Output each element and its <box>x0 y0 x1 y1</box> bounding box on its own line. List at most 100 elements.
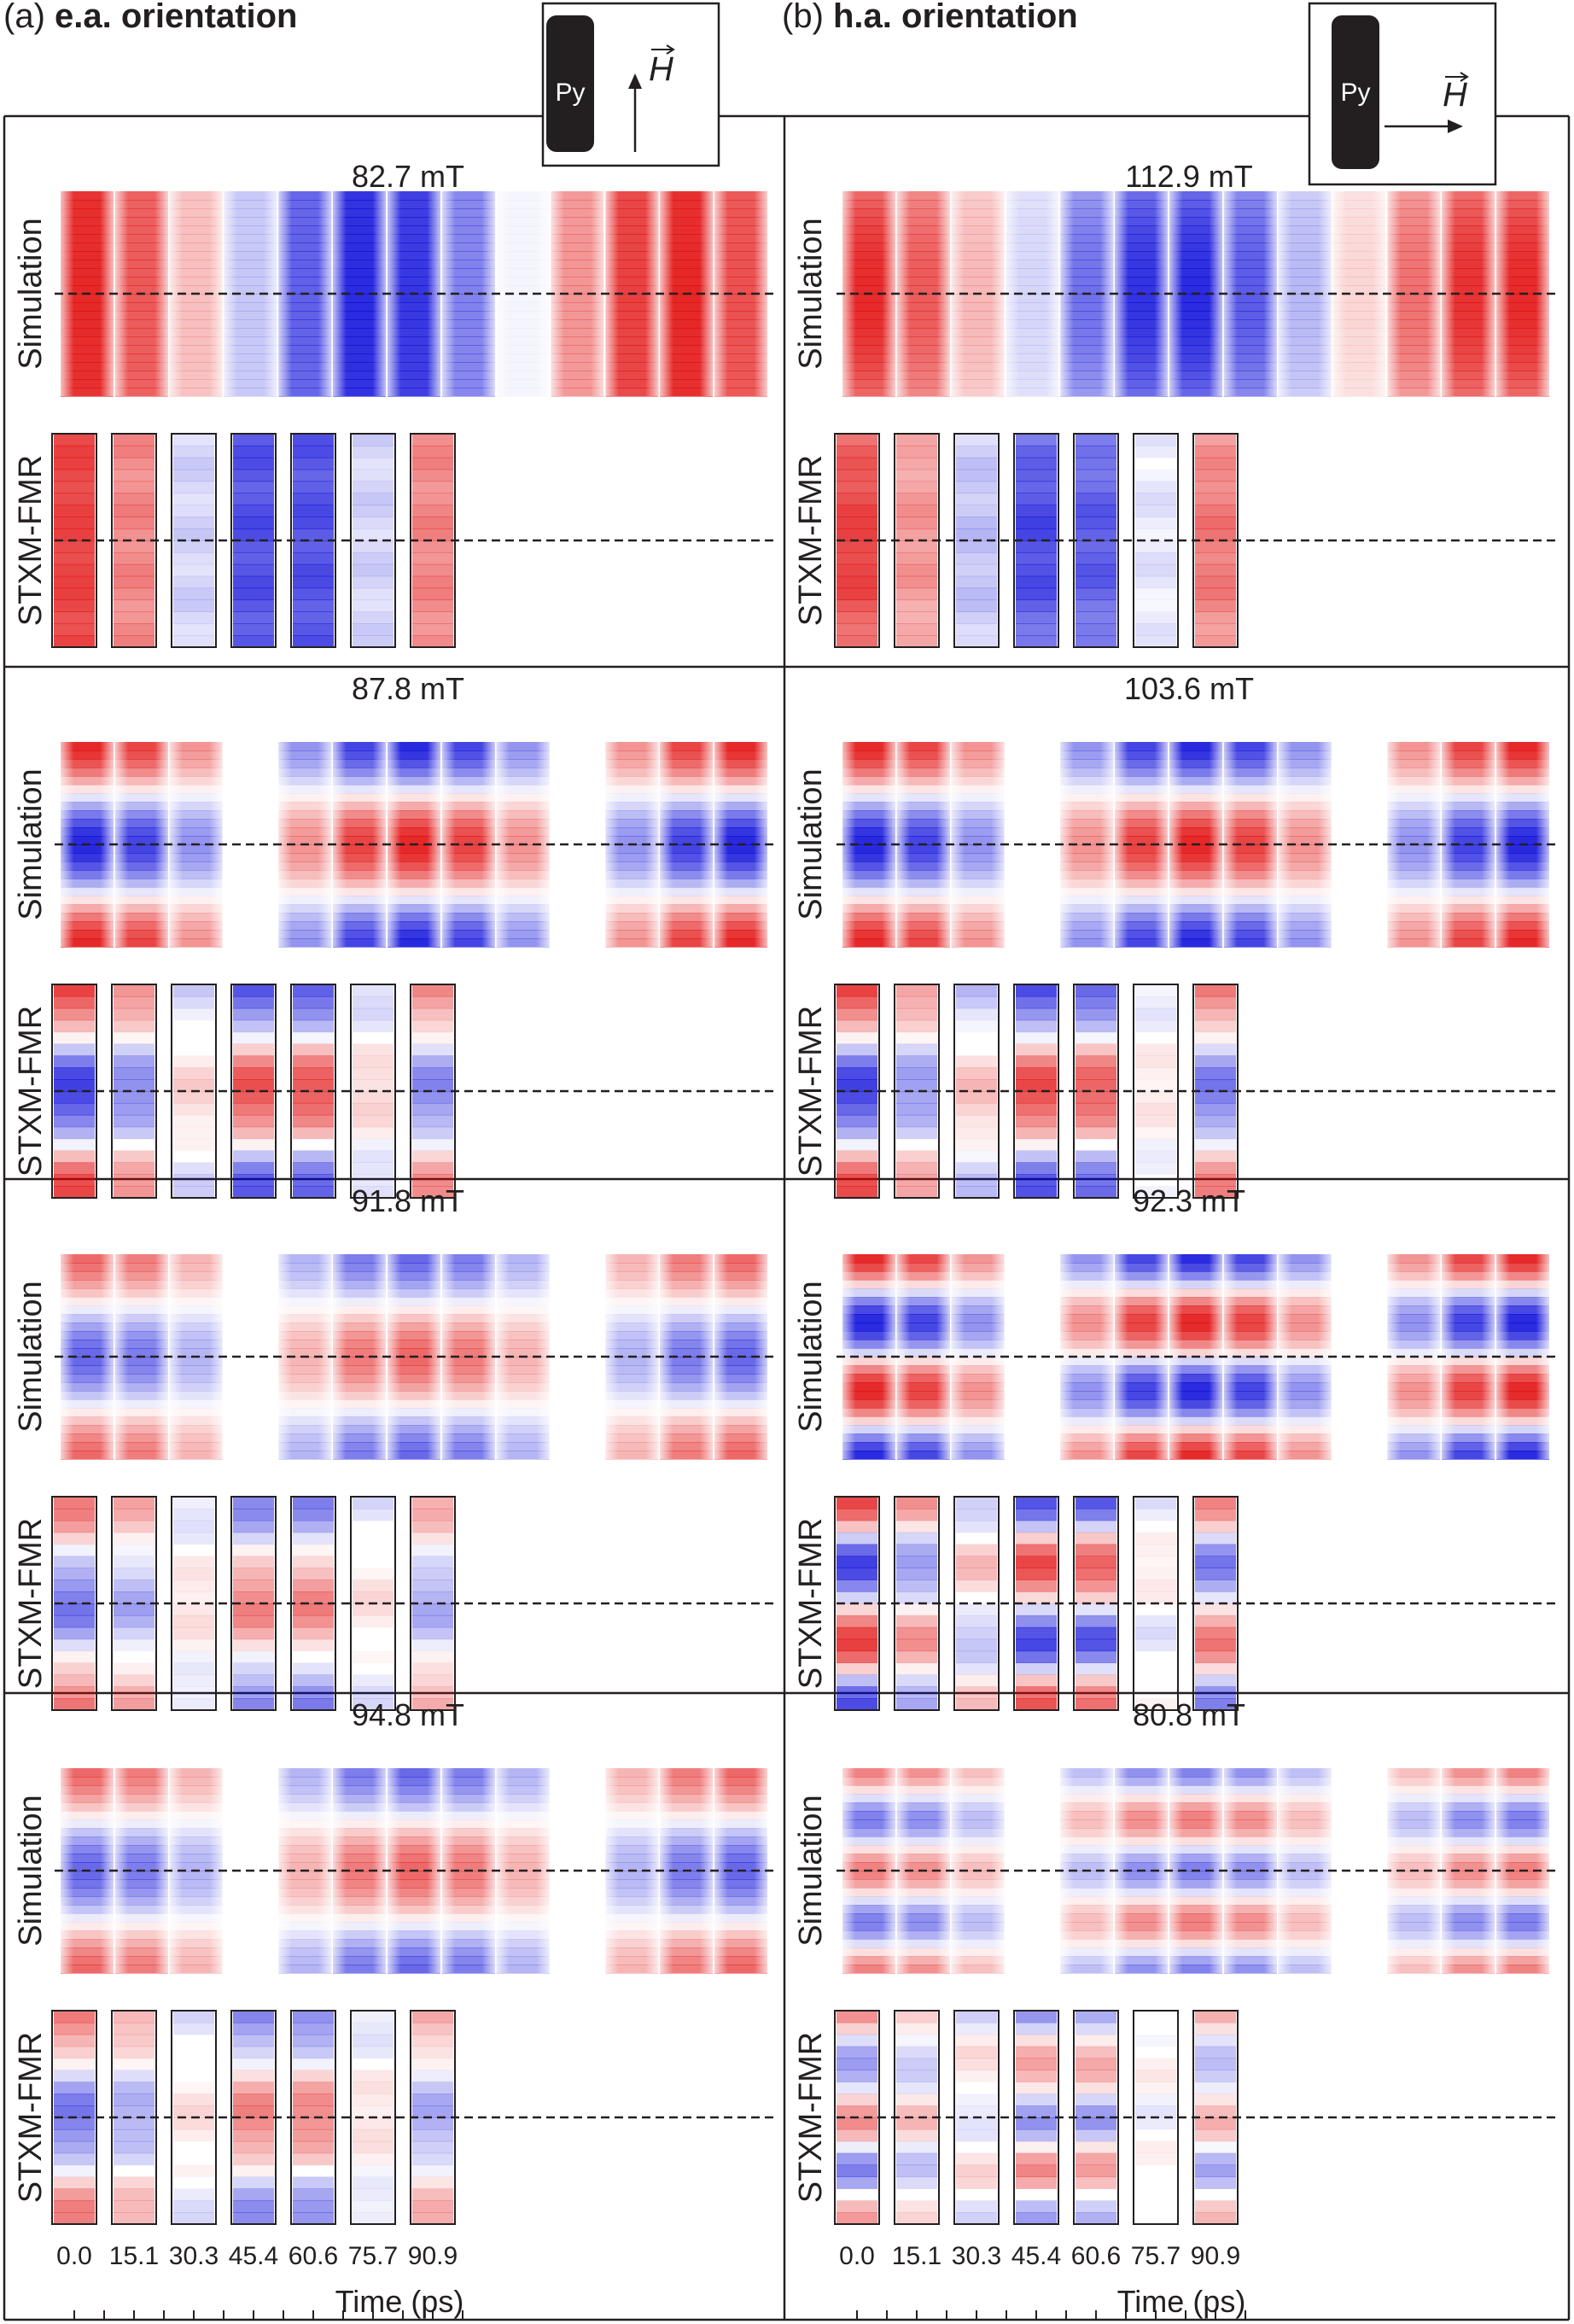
simulation-frame <box>441 1254 495 1460</box>
simulation-row-label: Simulation <box>13 1795 49 1946</box>
stxm-frame <box>834 984 880 1199</box>
time-tick-label: 75.7 <box>1131 2242 1180 2270</box>
simulation-frame <box>842 1254 895 1460</box>
stxm-frame <box>350 433 396 648</box>
simulation-row-label: Simulation <box>793 1795 829 1946</box>
panel-a-row-3: 91.8 mT Simulation STXM-FMR <box>13 1183 773 1711</box>
panel-b-label: (b) <box>782 0 833 35</box>
stxm-frame <box>894 433 940 648</box>
stxm-frame <box>350 2010 396 2225</box>
stxm-frame <box>410 984 456 1199</box>
inset-ha: Py H <box>1308 2 1497 186</box>
field-label: 91.8 mT <box>352 1183 464 1218</box>
x-axis-label-a: Time (ps) <box>335 2284 464 2319</box>
panel-b-row-4: 80.8 mT Simulation STXM-FMR <box>793 1697 1555 2225</box>
simulation-frame <box>61 191 114 397</box>
simulation-frame <box>605 191 659 397</box>
time-tick-label: 15.1 <box>892 2242 941 2270</box>
stxm-frame <box>230 433 277 648</box>
simulation-strip <box>61 742 767 948</box>
field-label: 87.8 mT <box>352 671 464 706</box>
stxm-frame <box>1013 1496 1059 1711</box>
stxm-frame <box>953 2010 1000 2225</box>
py-label: Py <box>555 79 585 107</box>
simulation-row-label: Simulation <box>13 218 49 369</box>
panel-a-label: (a) <box>3 0 55 35</box>
stxm-frame <box>834 1496 880 1711</box>
stxm-row-label: STXM-FMR <box>793 1518 829 1690</box>
time-tick-label: 15.1 <box>109 2242 159 2270</box>
stxm-frame <box>350 984 396 1199</box>
simulation-frame <box>224 191 277 397</box>
h-vector-label: H <box>1443 76 1467 114</box>
stxm-frame <box>290 984 336 1199</box>
stxm-frame <box>1073 984 1119 1199</box>
stxm-row-label: STXM-FMR <box>13 455 49 627</box>
simulation-frame <box>333 1254 387 1460</box>
panel-a-row-4: 94.8 mT Simulation STXM-FMR <box>13 1697 773 2225</box>
simulation-row-label: Simulation <box>793 1281 829 1432</box>
stxm-frame <box>1013 2010 1059 2225</box>
stxm-frame <box>1073 433 1119 648</box>
stxm-frame <box>230 2010 277 2225</box>
field-label: 112.9 mT <box>1125 159 1252 194</box>
panel-a-title: e.a. orientation <box>55 0 298 35</box>
stxm-frame <box>834 2010 880 2225</box>
simulation-row-label: Simulation <box>13 1281 49 1432</box>
panel-b-row-2: 103.6 mT Simulation STXM-FMR <box>793 671 1555 1199</box>
simulation-frame <box>496 1254 550 1460</box>
stxm-frame <box>51 984 97 1199</box>
stxm-frame <box>894 1496 940 1711</box>
simulation-frame <box>842 1768 895 1974</box>
stxm-frame <box>1192 1496 1239 1711</box>
stxm-row-label: STXM-FMR <box>13 1006 49 1177</box>
stxm-frame <box>894 984 940 1199</box>
stxm-row-label: STXM-FMR <box>13 1518 49 1690</box>
time-tick-label: 60.6 <box>1071 2242 1121 2270</box>
stxm-frame <box>111 1496 157 1711</box>
time-tick-label: 0.0 <box>839 2242 875 2270</box>
stxm-frame <box>111 984 157 1199</box>
stxm-frame <box>953 433 1000 648</box>
panel-a-heading: (a) e.a. orientation <box>3 0 298 35</box>
simulation-frame <box>169 742 223 948</box>
py-element-icon <box>546 15 594 152</box>
simulation-row-label: Simulation <box>793 218 829 369</box>
stxm-frame <box>51 1496 97 1711</box>
simulation-frame <box>842 742 895 948</box>
field-label: 103.6 mT <box>1124 671 1254 706</box>
stxm-frame <box>410 2010 456 2225</box>
stxm-frame <box>1073 1496 1119 1711</box>
stxm-frame <box>111 2010 157 2225</box>
time-tick-label: 30.3 <box>169 2242 219 2270</box>
field-label: 92.3 mT <box>1133 1183 1245 1218</box>
simulation-frame <box>388 1768 440 1974</box>
stxm-strip <box>834 433 1239 648</box>
field-label: 82.7 mT <box>352 159 464 194</box>
stxm-frame <box>953 1496 1000 1711</box>
time-tick-label: 45.4 <box>1011 2242 1061 2270</box>
simulation-strip <box>61 191 767 397</box>
simulation-row-label: Simulation <box>793 768 829 920</box>
h-vector-label: H <box>649 50 673 88</box>
stxm-frame <box>1013 433 1059 648</box>
time-tick-label: 0.0 <box>56 2242 92 2270</box>
panel-b-title: h.a. orientation <box>833 0 1078 35</box>
time-tick-label: 75.7 <box>348 2242 398 2270</box>
stxm-strip <box>51 2010 456 2225</box>
stxm-frame <box>953 984 1000 1199</box>
stxm-frame <box>1192 984 1239 1199</box>
inset-ea: Py H <box>541 2 720 167</box>
panel-b-row-3: 92.3 mT Simulation STXM-FMR <box>793 1183 1555 1711</box>
x-axis-label-b: Time (ps) <box>1117 2284 1246 2319</box>
stxm-row-label: STXM-FMR <box>793 1006 829 1177</box>
simulation-frame <box>1496 1254 1549 1460</box>
stxm-frame <box>111 433 157 648</box>
stxm-frame <box>350 1496 396 1711</box>
stxm-strip <box>51 1496 456 1711</box>
panel-a-row-2: 87.8 mT Simulation STXM-FMR <box>13 671 773 1199</box>
stxm-frame <box>410 1496 456 1711</box>
stxm-frame <box>171 1496 217 1711</box>
simulation-frame <box>169 1254 223 1460</box>
